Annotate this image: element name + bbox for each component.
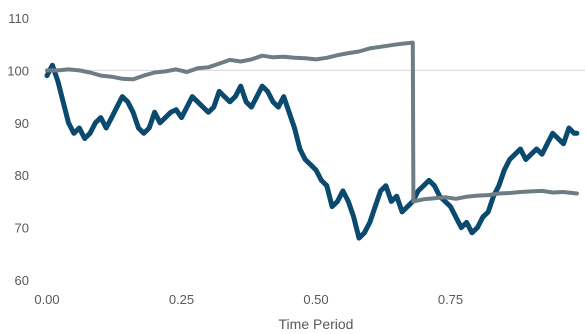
series-line-2 <box>45 40 579 204</box>
y-tick-label: 70 <box>15 221 29 236</box>
series-layer <box>44 40 580 241</box>
x-axis-title: Time Period <box>279 316 354 332</box>
y-tick-label: 90 <box>15 116 29 131</box>
x-tick-label: 0.00 <box>34 292 59 307</box>
y-tick-label: 60 <box>15 273 29 288</box>
x-tick-label: 0.25 <box>169 292 194 307</box>
series-line-1 <box>44 62 580 241</box>
x-tick-label: 0.75 <box>438 292 463 307</box>
y-tick-label: 110 <box>8 11 29 26</box>
y-tick-label: 80 <box>15 168 29 183</box>
y-tick-label: 100 <box>7 63 29 78</box>
x-tick-label: 0.50 <box>303 292 328 307</box>
x-axis-ticks: 0.00 0.25 0.50 0.75 <box>34 292 463 307</box>
y-axis-ticks: 60 70 80 90 100 110 <box>7 11 29 288</box>
